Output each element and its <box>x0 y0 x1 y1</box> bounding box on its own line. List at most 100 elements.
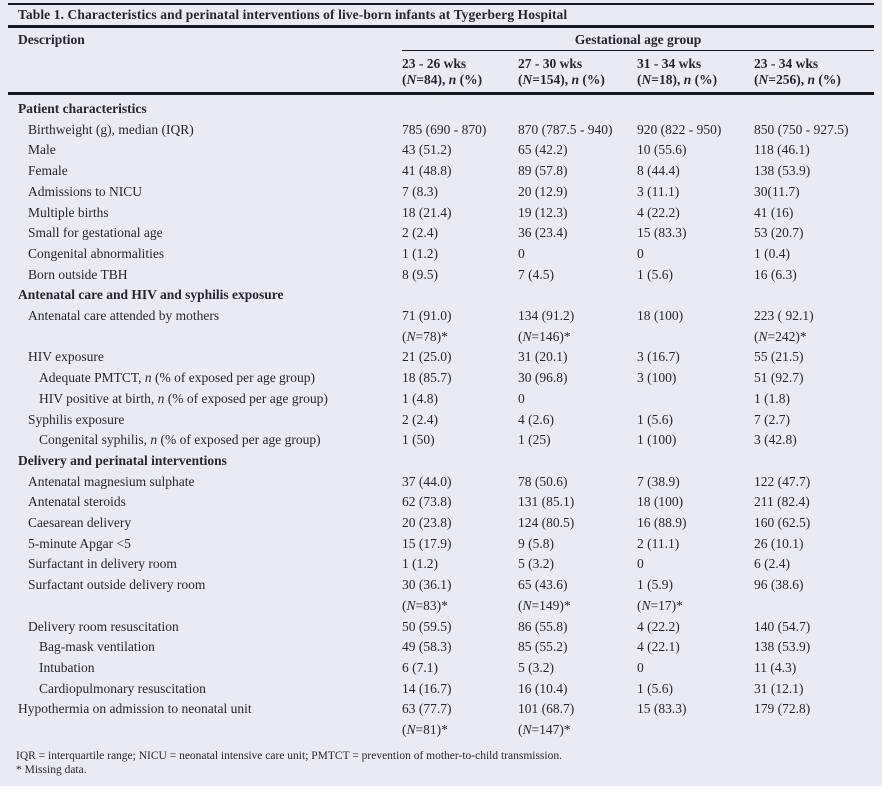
value-cell: 2 (2.4) <box>402 225 438 241</box>
value-cell: 1 (4.8) <box>402 390 438 406</box>
value-cell: 51 (92.7) <box>754 370 804 386</box>
table-row: Admissions to NICU 7 (8.3) 20 (12.9) 3 (11.… <box>18 182 874 203</box>
value-cell: 18 (85.7) <box>402 370 452 386</box>
value-cell: 870 (787.5 - 940) <box>518 121 613 137</box>
value-cell: 31 (12.1) <box>754 680 804 696</box>
value-cell: 36 (23.4) <box>518 225 568 241</box>
table-row: Caesarean delivery 20 (23.8) 124 (80.5) 16 … <box>18 513 874 534</box>
value-cell: 2 (11.1) <box>637 535 680 551</box>
row-label: HIV positive at birth, n (% of exposed p… <box>39 390 328 406</box>
value-cell: 31 (20.1) <box>518 349 568 365</box>
table-row: Female 41 (48.8) 89 (57.8) 8 (44.4) 138 (53.… <box>18 161 874 182</box>
value-cell: 1 (1.2) <box>402 245 438 261</box>
value-cell: 4 (22.1) <box>637 639 680 655</box>
value-cell: 30 (96.8) <box>518 370 568 386</box>
table-row: Hypothermia on admission to neonatal uni… <box>18 699 874 740</box>
value-cell: 138 (53.9) <box>754 639 811 655</box>
table-row: Syphilis exposure 2 (2.4) 4 (2.6) 1 (5.6) 7 … <box>18 410 874 431</box>
row-label: Intubation <box>39 659 95 675</box>
value-cell: 1 (25) <box>518 432 551 448</box>
section-label: Patient characteristics <box>18 101 147 116</box>
value-cell: 43 (51.2) <box>402 142 452 158</box>
value-cell: 160 (62.5) <box>754 515 811 531</box>
row-label: Small for gestational age <box>28 225 163 241</box>
value-cell: 96 (38.6) <box>754 577 804 593</box>
row-label: Female <box>28 163 68 179</box>
group-header-label: Gestational age group <box>574 32 702 47</box>
value-cell: 101 (68.7) (N=147)* <box>518 701 575 738</box>
value-cell: 5 (3.2) <box>518 659 554 675</box>
value-cell: 4 (2.6) <box>518 411 554 427</box>
value-cell: 20 (12.9) <box>518 183 568 199</box>
value-cell: 0 <box>518 390 525 406</box>
value-cell: 118 (46.1) <box>754 142 810 158</box>
table-body: Patient characteristics Birthweight (g), … <box>0 95 882 741</box>
value-cell: 6 (2.4) <box>754 556 790 572</box>
row-label: Adequate PMTCT, n (% of exposed per age … <box>39 370 316 386</box>
value-cell: 15 (17.9) <box>402 535 452 551</box>
row-label: Surfactant in delivery room <box>28 556 177 572</box>
value-cell: 65 (43.6) (N=149)* <box>518 577 571 613</box>
value-cell: 7 (4.5) <box>518 266 554 282</box>
value-cell: 78 (50.6) <box>518 473 568 489</box>
missing-data-note: * Missing data. <box>16 764 87 777</box>
value-cell: 1 (5.6) <box>637 266 673 282</box>
header-rule <box>8 92 874 95</box>
value-cell: 21 (25.0) <box>402 349 452 365</box>
value-cell: 16 (10.4) <box>518 680 568 696</box>
value-cell: 7 (8.3) <box>402 183 438 199</box>
value-cell: 140 (54.7) <box>754 618 811 634</box>
value-cell: 14 (16.7) <box>402 680 452 696</box>
value-cell: 50 (59.5) <box>402 618 452 634</box>
value-cell: 179 (72.8) <box>754 701 811 717</box>
value-cell: 211 (82.4) <box>754 494 810 510</box>
value-cell: 0 <box>637 659 644 675</box>
value-cell: 1 (5.6) <box>637 680 673 696</box>
value-cell: 6 (7.1) <box>402 659 438 675</box>
value-cell: 1 (1.8) <box>754 390 790 406</box>
value-cell: 49 (58.3) <box>402 639 452 655</box>
row-label: Birthweight (g), median (IQR) <box>28 121 194 137</box>
value-cell <box>637 389 754 410</box>
value-cell: 41 (48.8) <box>402 163 452 179</box>
value-cell: 8 (9.5) <box>402 266 438 282</box>
table-row: HIV exposure 21 (25.0) 31 (20.1) 3 (16.7) 55… <box>18 347 874 368</box>
value-cell: 41 (16) <box>754 204 794 220</box>
row-label: Syphilis exposure <box>28 411 125 427</box>
row-label: 5-minute Apgar <5 <box>28 535 131 551</box>
row-label: Congenital syphilis, n (% of exposed per… <box>39 432 321 448</box>
table-header: Description Gestational age group 23 - 2… <box>0 28 882 92</box>
top-rule <box>8 3 874 5</box>
column-header-1: 27 - 30 wks (N=154), n (%) <box>518 56 605 87</box>
table-row: Birthweight (g), median (IQR) 785 (690 - … <box>18 120 874 141</box>
value-cell: 18 (100) <box>637 494 684 510</box>
table-row: Antenatal steroids 62 (73.8) 131 (85.1) 18 … <box>18 492 874 513</box>
value-cell: 15 (83.3) <box>637 701 687 717</box>
row-label: Admissions to NICU <box>28 183 143 199</box>
value-cell: 124 (80.5) <box>518 515 575 531</box>
value-cell: 3 (42.8) <box>754 432 797 448</box>
table-row: Small for gestational age 2 (2.4) 36 (23.4… <box>18 223 874 244</box>
value-cell: 4 (22.2) <box>637 204 680 220</box>
table-title: Table 1. Characteristics and perinatal i… <box>18 7 568 22</box>
group-header-rule <box>402 50 874 51</box>
table-row: Multiple births 18 (21.4) 19 (12.3) 4 (22.2… <box>18 203 874 224</box>
value-cell: 10 (55.6) <box>637 142 687 158</box>
value-cell: 18 (100) <box>637 308 684 324</box>
value-cell: 1 (1.2) <box>402 556 438 572</box>
abbreviations-note: IQR = interquartile range; NICU = neonat… <box>16 749 562 762</box>
table-row: Antenatal care attended by mothers 71 (91… <box>18 306 874 347</box>
value-cell: 7 (38.9) <box>637 473 680 489</box>
table-row: Surfactant in delivery room 1 (1.2) 5 (3.2… <box>18 554 874 575</box>
table-row: HIV positive at birth, n (% of exposed p… <box>18 389 874 410</box>
row-label: Delivery room resuscitation <box>28 618 179 634</box>
value-cell: 5 (3.2) <box>518 556 554 572</box>
value-cell: 16 (6.3) <box>754 266 797 282</box>
value-cell: 1 (5.9) (N=17)* <box>637 577 683 613</box>
value-cell: 0 <box>637 556 644 572</box>
value-cell: 920 (822 - 950) <box>637 121 722 137</box>
value-cell: 86 (55.8) <box>518 618 568 634</box>
value-cell: 89 (57.8) <box>518 163 568 179</box>
table-row: Antenatal magnesium sulphate 37 (44.0) 78 … <box>18 472 874 493</box>
value-cell: 4 (22.2) <box>637 618 680 634</box>
